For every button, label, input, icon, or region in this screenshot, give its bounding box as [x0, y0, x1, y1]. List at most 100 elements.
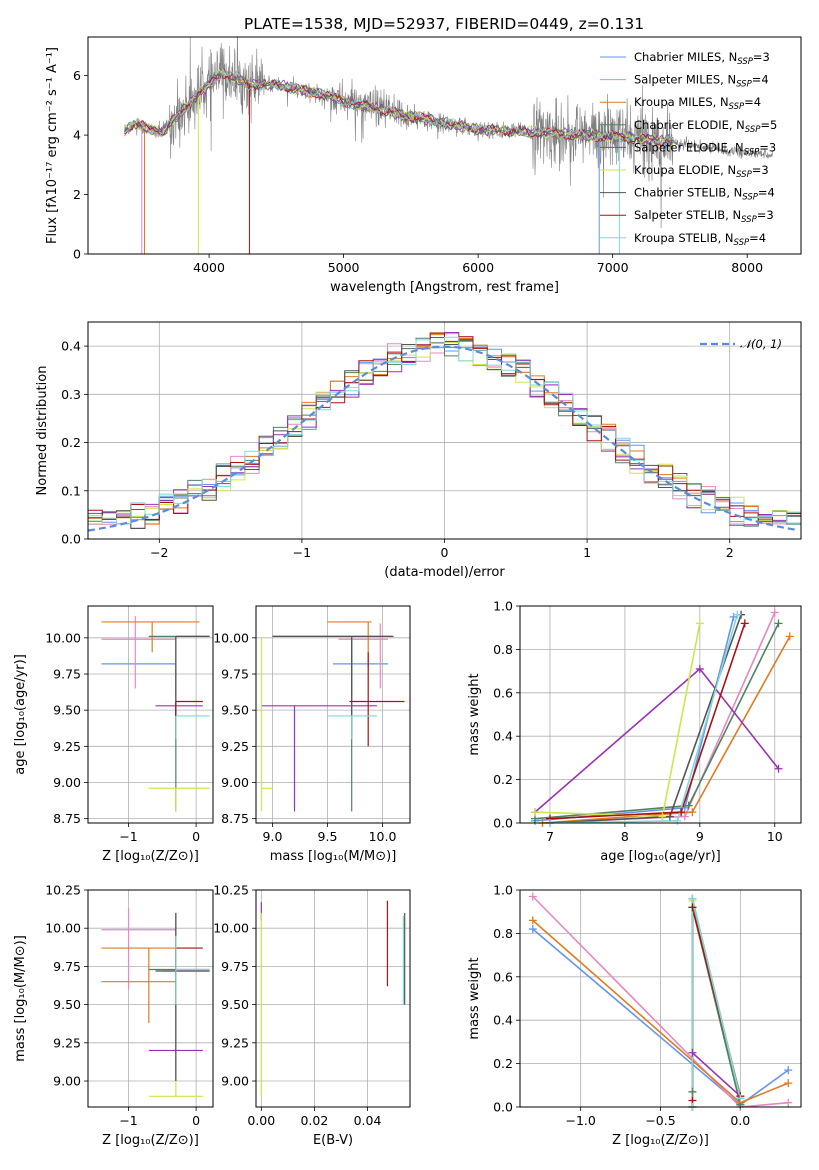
y-tick-label: 9.25	[221, 1035, 249, 1050]
legend-label-chabrier_miles: Chabrier MILES, NSSP=3	[634, 50, 770, 67]
weight-marker-kroupa_miles	[785, 632, 794, 641]
x-tick-label: 0.02	[300, 1113, 328, 1128]
x-tick-label: 10.0	[369, 829, 397, 844]
legend-label-text: Chabrier ELODIE, N	[634, 118, 745, 132]
y-tick-label: 9.00	[53, 775, 81, 790]
legend-label-salpeter_stelib: Salpeter STELIB, NSSP=3	[634, 208, 774, 225]
y-tick-label: 2	[73, 187, 81, 202]
axes-frame	[255, 889, 411, 1108]
weight-marker-kroupa_elodie	[530, 808, 539, 817]
legend-label-sub: SSP	[741, 215, 757, 225]
weight-line-salpeter_stelib	[549, 623, 746, 820]
legend-label-suffix: =4	[749, 231, 766, 245]
legend-label-text: Chabrier MILES, N	[634, 50, 737, 64]
panel-age_vs_mass: 9.0 9.5 10.0 8.75 9.00 9.25 9.50 9.75 10.00 mass …	[213, 605, 411, 864]
y-tick-label: 0.0	[493, 1100, 513, 1115]
x-axis-label: E(B-V)	[313, 1133, 353, 1148]
x-tick-label: 5000	[328, 260, 360, 275]
x-axis-label: (data-model)/error	[384, 565, 505, 580]
x-tick-label: −1	[119, 829, 137, 844]
weight-marker-chabrier_miles	[784, 1066, 793, 1075]
x-tick-label: 7000	[597, 260, 629, 275]
plot-area	[260, 900, 406, 1097]
legend-label-text: Kroupa ELODIE, N	[634, 163, 736, 177]
x-tick-label: 1	[583, 545, 591, 560]
y-tick-label: 0	[73, 247, 81, 262]
legend-label-text: Salpeter MILES, N	[634, 73, 736, 87]
weight-marker-kroupa_stelib	[688, 894, 697, 903]
x-tick-label: 0	[441, 545, 449, 560]
spectrum-model-salpeter_elodie	[124, 68, 674, 148]
weight-marker-kroupa_elodie	[658, 812, 667, 821]
legend-label-sub: SSP	[742, 193, 758, 203]
weight-line-kroupa_elodie	[534, 623, 701, 818]
y-tick-label: 0.4	[61, 339, 81, 354]
weight-line-salpeter_miles	[532, 895, 789, 1107]
legend-label-suffix: =4	[752, 73, 769, 87]
plot-area	[101, 616, 210, 812]
y-tick-label: 9.50	[53, 703, 81, 718]
weight-marker-salpeter_miles	[784, 1098, 793, 1107]
legend-label-suffix: =3	[752, 163, 769, 177]
panel-age_vs_Z: −1 0 8.75 9.00 9.25 9.50 9.75 10.00 Z [log₁₀(Z/Z…	[13, 605, 214, 864]
legend-label-sub: SSP	[744, 147, 760, 157]
legend-label-suffix: =4	[744, 95, 761, 109]
y-tick-label: 0.2	[493, 772, 513, 787]
weight-marker-salpeter_miles	[528, 892, 537, 901]
y-tick-label: 10.00	[45, 630, 81, 645]
weight-marker-salpeter_stelib	[677, 808, 686, 817]
legend-label-suffix: =3	[753, 50, 770, 64]
weight-line-salpeter_elodie	[534, 667, 780, 813]
x-tick-label: 0	[192, 1113, 200, 1128]
normal-reference-curve	[88, 345, 799, 532]
y-tick-label: 0.2	[493, 1056, 513, 1071]
y-tick-label: 9.00	[53, 1074, 81, 1089]
x-tick-label: 9	[696, 829, 704, 844]
y-tick-label: 9.25	[221, 739, 249, 754]
legend-label-kroupa_stelib: Kroupa STELIB, NSSP=4	[634, 231, 766, 248]
plot-area	[260, 621, 405, 812]
x-axis-label: Z [log₁₀(Z/Z⊙)]	[102, 1133, 199, 1148]
panel-weight_vs_Z: −1.0 −0.5 0.0 0.0 0.2 0.4 0.6 0.8 1.0 Z [log₁₀(Z/…	[467, 883, 802, 1148]
legend-label-sub: SSP	[745, 125, 761, 135]
x-tick-label: 0.04	[354, 1113, 382, 1128]
x-axis-label: mass [log₁₀(M/M⊙)]	[270, 849, 397, 864]
x-tick-label: −1	[293, 545, 311, 560]
y-tick-label: 9.50	[221, 997, 249, 1012]
y-tick-label: 0.8	[493, 926, 513, 941]
weight-marker-chabrier_stelib	[665, 812, 674, 821]
legend-label-text: Kroupa STELIB, N	[634, 231, 734, 245]
weight-marker-kroupa_stelib	[736, 1094, 745, 1103]
weight-marker-chabrier_miles	[528, 925, 537, 934]
panel-mass_vs_Z: −1 0 9.00 9.25 9.50 9.75 10.00 10.25 Z [log₁₀(Z/…	[13, 883, 214, 1148]
y-tick-label: 6	[73, 68, 81, 83]
x-tick-label: 0.00	[247, 1113, 275, 1128]
axes-frame	[87, 36, 802, 255]
y-axis-label: Normed distribution	[35, 366, 50, 496]
y-axis-label: Flux [fλ10⁻¹⁷ erg cm⁻² s⁻¹ A⁻¹]	[45, 47, 60, 244]
y-tick-label: 9.00	[221, 1074, 249, 1089]
y-tick-label: 9.25	[53, 739, 81, 754]
legend-label-text: Chabrier STELIB, N	[634, 186, 742, 200]
y-tick-label: 9.75	[53, 666, 81, 681]
y-tick-label: 0.6	[493, 685, 513, 700]
x-tick-label: −2	[150, 545, 168, 560]
x-tick-label: 10	[767, 829, 783, 844]
x-tick-label: 0.0	[730, 1113, 750, 1128]
weight-line-kroupa_stelib	[549, 614, 739, 823]
weight-marker-kroupa_stelib	[673, 816, 682, 825]
axes-frame	[519, 889, 802, 1108]
x-tick-label: 0	[192, 829, 200, 844]
figure-title: PLATE=1538, MJD=52937, FIBERID=0449, z=0…	[244, 15, 644, 33]
legend-label-salpeter_miles: Salpeter MILES, NSSP=4	[634, 73, 769, 90]
legend-label-chabrier_elodie: Chabrier ELODIE, NSSP=5	[634, 118, 777, 135]
y-tick-label: 10.00	[213, 921, 249, 936]
y-tick-label: 8.75	[221, 811, 249, 826]
panel-mass_vs_ebv: 0.00 0.02 0.04 9.00 9.25 9.50 9.75 10.00 10.25 E(…	[213, 883, 411, 1148]
y-tick-label: 8.75	[53, 811, 81, 826]
weight-marker-chabrier_elodie	[684, 801, 693, 810]
legend-label-sub: SSP	[736, 80, 752, 90]
x-tick-label: 4000	[193, 260, 225, 275]
x-axis-label: Z [log₁₀(Z/Z⊙)]	[612, 1133, 709, 1148]
